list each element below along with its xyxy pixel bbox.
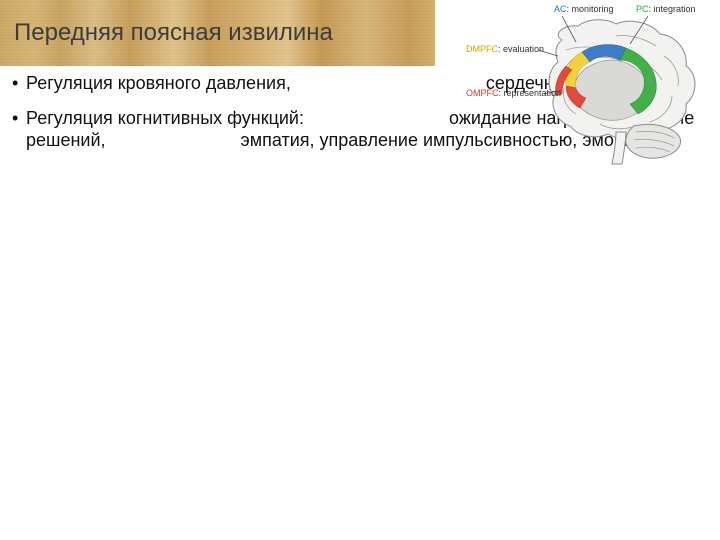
slide: Передняя поясная извилина Регуляция кров… bbox=[0, 0, 720, 540]
label-ompfc-text: : representation bbox=[499, 88, 562, 98]
label-pc-prefix: PC bbox=[636, 4, 649, 14]
label-ac-prefix: AC bbox=[554, 4, 567, 14]
label-pc-text: : integration bbox=[649, 4, 696, 14]
slide-title-band: Передняя поясная извилина bbox=[0, 0, 435, 66]
label-dmpfc-text: : evaluation bbox=[498, 44, 544, 54]
label-dmpfc-prefix: DMPFC bbox=[466, 44, 498, 54]
label-ompfc-prefix: OMPFC bbox=[466, 88, 499, 98]
label-ac-text: : monitoring bbox=[567, 4, 614, 14]
slide-title: Передняя поясная извилина bbox=[14, 19, 333, 47]
label-pc: PC: integration bbox=[636, 4, 696, 14]
brain-diagram: AC: monitoring PC: integration DMPFC: ev… bbox=[466, 0, 716, 170]
brain-cerebellum bbox=[626, 125, 681, 159]
label-ompfc: OMPFC: representation bbox=[466, 88, 561, 98]
label-dmpfc: DMPFC: evaluation bbox=[466, 44, 544, 54]
label-ac: AC: monitoring bbox=[554, 4, 614, 14]
